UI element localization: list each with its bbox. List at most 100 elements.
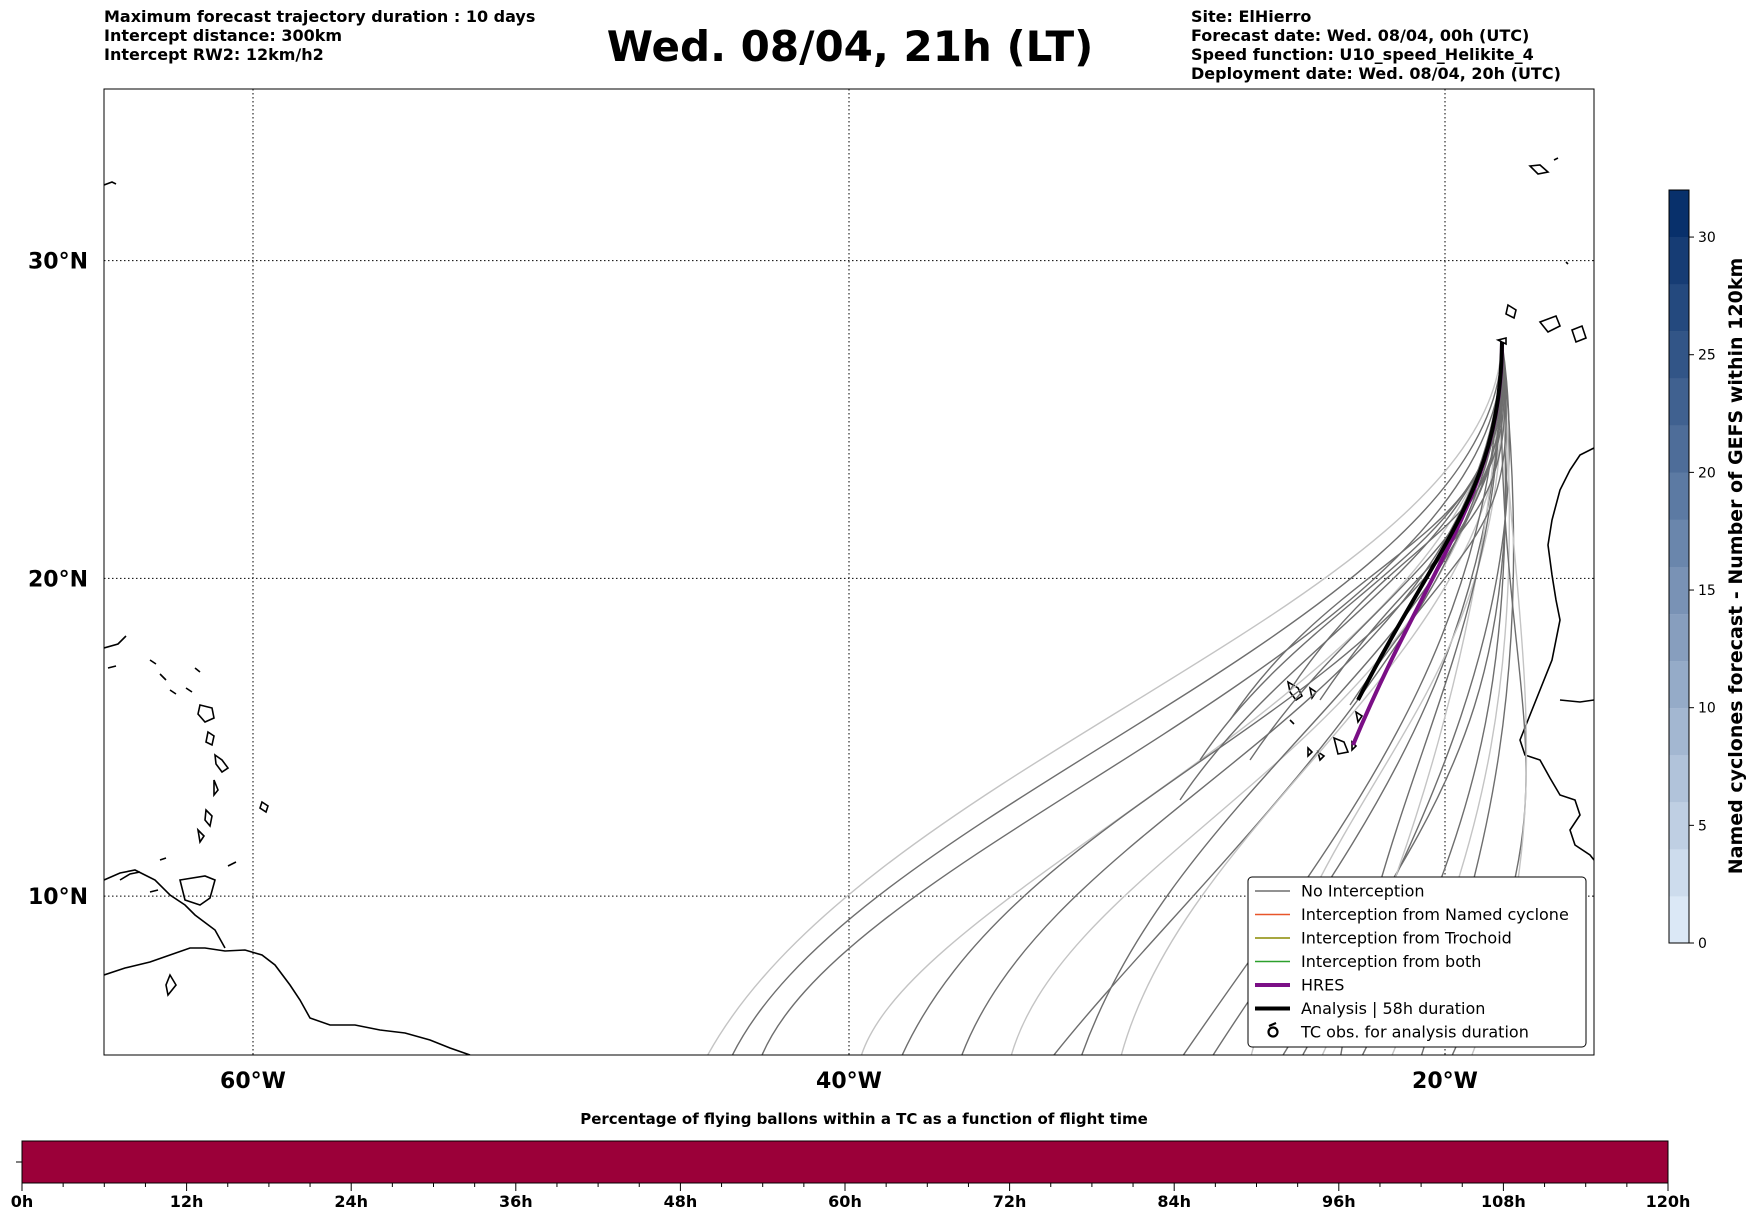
coast-cape-verde-8 [1289, 719, 1295, 725]
coast-cape-verde-3 [1332, 736, 1350, 755]
lon-tick-label: 20°W [1412, 1069, 1478, 1094]
colorbar-band [1669, 566, 1689, 615]
lat-tick-label: 30°N [28, 250, 88, 275]
legend-label: TC obs. for analysis duration [1300, 1023, 1529, 1042]
trajectory-line [1319, 341, 1506, 701]
coast-lesser-antilles-4 [213, 779, 219, 798]
legend-label: Analysis | 58h duration [1301, 999, 1485, 1018]
coast-madeira [1528, 164, 1550, 175]
legend-cyclone-icon [1267, 1021, 1279, 1038]
time-bar-tick-label: 0h [11, 1192, 34, 1211]
coast-selvagens [1565, 261, 1569, 265]
colorbar-band [1669, 754, 1689, 803]
header-intercept-rw2: Intercept RW2: 12km/h2 [104, 45, 324, 64]
colorbar-tick-label: 0 [1698, 936, 1707, 952]
colorbar-tick-label: 15 [1698, 583, 1716, 599]
coast-bvi [119, 857, 237, 893]
colorbar-band [1669, 425, 1689, 473]
time-bar: Percentage of flying ballons within a TC… [11, 1110, 1691, 1211]
coast-guadeloupe [104, 181, 117, 186]
coast-west-africa [1519, 447, 1594, 861]
lat-tick-label: 20°N [28, 567, 88, 592]
colorbar-band [1669, 237, 1689, 285]
trajectory-line [1229, 341, 1505, 721]
coast-lesser-antilles-3 [214, 753, 230, 774]
time-bar-tick-label: 96h [1322, 1192, 1356, 1211]
colorbar-tick-label: 5 [1698, 818, 1707, 834]
time-bar-tick-label: 24h [334, 1192, 368, 1211]
analysis-trajectory [1356, 341, 1504, 701]
lon-tick-label: 60°W [220, 1069, 286, 1094]
colorbar-tick-label: 25 [1698, 348, 1716, 364]
colorbar-band [1669, 848, 1689, 897]
legend-label: Interception from Named cyclone [1301, 905, 1569, 924]
colorbar-frame [1668, 189, 1690, 944]
time-bar-tick-label: 60h [828, 1192, 862, 1211]
lon-tick-label: 40°W [816, 1069, 882, 1094]
coast-cape-verde-4 [1354, 710, 1364, 725]
legend: No Interception Interception from Named c… [1247, 876, 1587, 1048]
coast-canary-2 [1538, 314, 1562, 334]
coast-venezuela-gulf [104, 869, 226, 949]
legend-label: HRES [1301, 976, 1344, 995]
time-bar-tick-label: 120h [1646, 1192, 1691, 1211]
map-frame [103, 88, 1595, 1056]
colorbar-band [1669, 613, 1689, 662]
lat-tick-label: 10°N [28, 885, 88, 910]
coast-margarita [165, 973, 177, 997]
colorbar-band [1669, 895, 1689, 944]
coast-lesser-antilles-2 [205, 730, 215, 747]
coast-lesser-antilles-6 [196, 827, 206, 845]
header-speed-function: Speed function: U10_speed_Helikite_4 [1191, 45, 1534, 64]
colorbar-band [1669, 660, 1689, 709]
coast-lesser-antilles-1 [197, 704, 215, 723]
coast-cape-verde-6 [1316, 750, 1326, 762]
time-bar-tick-label: 108h [1481, 1192, 1526, 1211]
coast-lesser-antilles-5 [204, 808, 213, 828]
coast-canary-3 [1571, 324, 1587, 344]
trajectory-line [1249, 341, 1505, 761]
coastlines [104, 157, 1594, 1055]
header-left-info: Maximum forecast trajectory duration : 1… [104, 7, 535, 64]
trajectory-line [1182, 341, 1503, 1055]
trajectory-line [1289, 341, 1506, 691]
legend-label: Interception from Trochoid [1301, 929, 1512, 948]
colorbar-band [1669, 519, 1689, 567]
legend-box [1247, 876, 1587, 1048]
coast-cape-verde-5 [1307, 746, 1314, 758]
time-bar-title: Percentage of flying ballons within a TC… [580, 1110, 1148, 1128]
time-bar-tick-label: 72h [993, 1192, 1027, 1211]
colorbar-band [1669, 378, 1689, 426]
coast-canary-1 [1505, 303, 1517, 320]
colorbar-band [1669, 472, 1689, 520]
header-deployment-date: Deployment date: Wed. 08/04, 20h (UTC) [1191, 64, 1561, 83]
colorbar-label: Named cyclones forecast - Number of GEFS… [1725, 258, 1747, 875]
colorbar-band [1669, 190, 1689, 238]
map-axis-labels: 30°N 20°N 10°N 60°W 40°W 20°W [28, 250, 1478, 1094]
trajectory-line [1179, 341, 1504, 801]
coast-south-america [104, 947, 471, 1055]
colorbar-tick-label: 30 [1698, 230, 1716, 246]
colorbar-tick-label: 10 [1698, 701, 1716, 717]
time-bar-fill [22, 1141, 1668, 1183]
legend-label: No Interception [1301, 882, 1425, 901]
coast-west-africa-gambia [1559, 699, 1594, 703]
coast-barbados [259, 800, 269, 814]
time-bar-tick-label: 84h [1157, 1192, 1191, 1211]
colorbar-band [1669, 331, 1689, 379]
legend-label: Interception from both [1301, 952, 1481, 971]
coast-madeira-2 [1553, 157, 1559, 161]
coast-trinidad [179, 875, 216, 906]
colorbar: 0 5 10 15 20 25 30 Named cyclones forecast - N… [1668, 189, 1747, 952]
header-intercept-distance: Intercept distance: 300km [104, 26, 343, 45]
header-site: Site: ElHierro [1191, 7, 1312, 26]
colorbar-band [1669, 801, 1689, 850]
header-max-duration: Maximum forecast trajectory duration : 1… [104, 7, 536, 26]
colorbar-band [1669, 707, 1689, 756]
time-bar-tick-label: 12h [170, 1192, 204, 1211]
trajectory-line [1053, 341, 1504, 1055]
trajectory-line [901, 341, 1505, 1055]
header-forecast-date: Forecast date: Wed. 08/04, 00h (UTC) [1191, 26, 1530, 45]
colorbar-tick-label: 20 [1698, 465, 1716, 481]
